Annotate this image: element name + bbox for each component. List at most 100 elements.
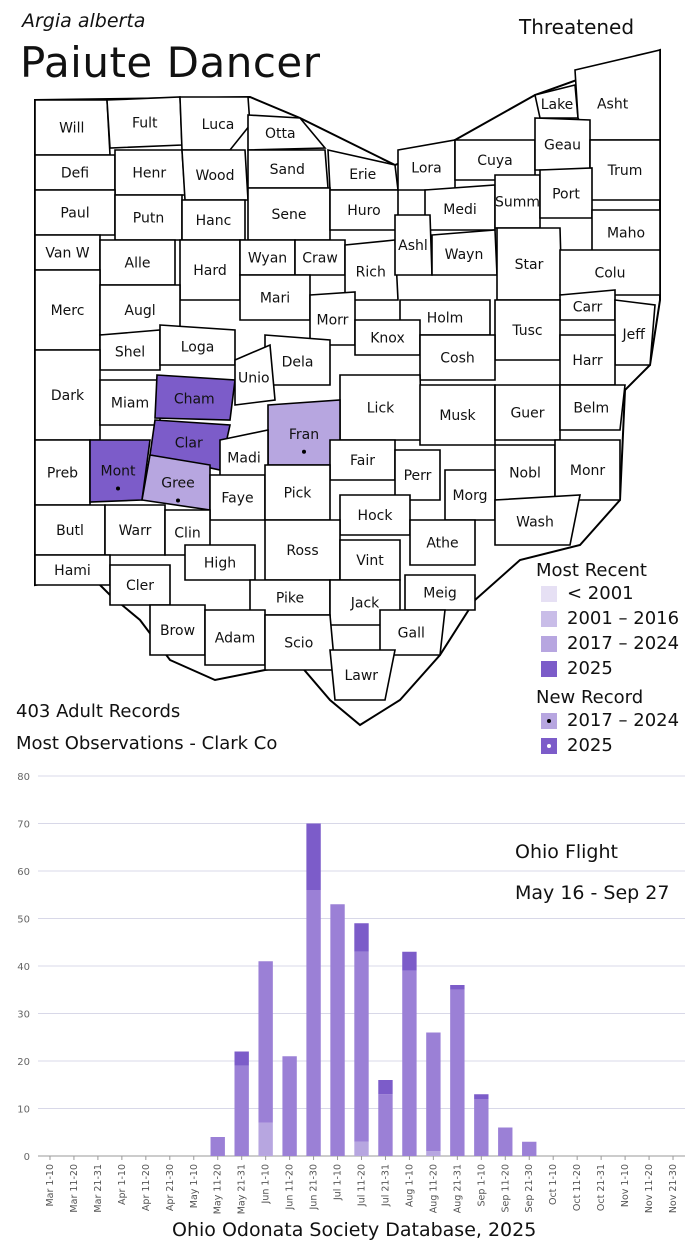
bar-segment <box>282 1056 297 1156</box>
legend-row: 2017 – 2024 <box>536 631 679 656</box>
y-tick-label: 30 <box>17 1010 30 1021</box>
county-label: Merc <box>51 303 85 319</box>
x-tick-label: Apr 1-10 <box>117 1164 128 1205</box>
county-label: Hami <box>54 563 91 579</box>
bar-segment <box>426 1032 441 1152</box>
x-tick-label: Jun 11-20 <box>285 1164 296 1210</box>
county-label: Butl <box>56 523 84 539</box>
x-tick-label: Jul 21-31 <box>380 1164 391 1207</box>
bar-segment <box>330 904 345 1156</box>
county-label: Morr <box>317 312 349 328</box>
ohio-county-map: Will Fult Luca Otta Lake Asht Defi Henr Wood Sand… <box>34 48 661 727</box>
county-label: Musk <box>439 408 476 424</box>
county-label: Lick <box>367 401 395 417</box>
county-label: Medi <box>443 202 476 218</box>
county-rich <box>344 239 399 301</box>
county-label: Loga <box>181 339 215 355</box>
county-label: Wash <box>516 514 554 530</box>
legend-swatch <box>541 635 557 652</box>
bar-segment <box>378 1094 393 1156</box>
y-tick-label: 10 <box>17 1105 30 1116</box>
legend-row: 2017 – 2024 <box>536 708 679 733</box>
county-label: Asht <box>597 97 629 113</box>
county-label: Guer <box>510 406 544 422</box>
bar-segment <box>426 1151 441 1156</box>
bar-segment <box>306 823 321 890</box>
county-lawr <box>329 649 396 701</box>
county-label: Port <box>552 187 580 203</box>
county-label: Hanc <box>196 213 232 229</box>
bar-segment <box>402 970 417 1156</box>
legend-swatch <box>541 610 557 627</box>
county-label: Craw <box>302 251 338 267</box>
county-label: Lora <box>411 161 441 177</box>
county-label: Geau <box>544 138 581 154</box>
chart-gridlines <box>38 775 685 1157</box>
x-tick-label: Jul 11-20 <box>357 1164 368 1207</box>
county-label: Augl <box>124 303 155 319</box>
y-tick-label: 50 <box>17 915 30 926</box>
new-record-dot-icon <box>176 498 180 503</box>
bar-segment <box>234 1051 249 1066</box>
county-label: Preb <box>47 466 78 482</box>
x-tick-label: Aug 1-10 <box>404 1164 415 1207</box>
county-label: Tusc <box>511 323 542 339</box>
county-label: Nobl <box>509 466 541 482</box>
county-label: Hard <box>193 263 227 279</box>
x-tick-label: Aug 11-20 <box>428 1164 439 1213</box>
map-legend: Most Recent < 2001 2001 – 2016 2017 – 20… <box>536 560 679 758</box>
county-label: Sand <box>270 162 305 178</box>
county-label: Athe <box>426 536 458 552</box>
county-label: Dela <box>282 354 314 370</box>
bar-segment <box>450 989 465 1156</box>
county-belm <box>559 384 626 431</box>
county-meig <box>404 574 476 611</box>
chart-x-ticks: Mar 1-10 Mar 11-20 Mar 21-31 Apr 1-10 Apr 11… <box>45 1156 679 1214</box>
county-monr <box>554 439 621 501</box>
county-label: Trum <box>607 163 643 179</box>
county-label: Adam <box>215 631 255 647</box>
new-record-dot-icon <box>302 449 306 454</box>
county-label: Huro <box>347 203 380 219</box>
legend-swatch <box>541 585 557 602</box>
y-tick-label: 20 <box>17 1057 30 1068</box>
legend-label: 2025 <box>567 735 613 756</box>
bar-segment <box>450 985 465 990</box>
x-tick-label: Jun 1-10 <box>261 1164 272 1204</box>
y-tick-label: 40 <box>17 962 30 973</box>
bar-segment <box>402 951 417 971</box>
county-label: Henr <box>132 166 166 182</box>
county-label: Wood <box>195 168 234 184</box>
bar-segment <box>474 1099 489 1156</box>
x-tick-label: Mar 21-31 <box>93 1164 104 1213</box>
county-label: Jeff <box>622 327 646 343</box>
county-shapes <box>34 48 661 727</box>
county-label: Luca <box>202 117 235 133</box>
x-tick-label: Jun 21-30 <box>309 1164 320 1210</box>
x-tick-label: Mar 11-20 <box>69 1164 80 1213</box>
county-label: Paul <box>60 206 89 222</box>
county-label: Cler <box>126 578 154 594</box>
county-label: Will <box>59 121 84 137</box>
legend-row: 2025 <box>536 733 679 758</box>
y-tick-label: 70 <box>17 820 30 831</box>
county-label: Vint <box>356 553 384 569</box>
county-label: Carr <box>573 299 603 315</box>
species-common-name: Paiute Dancer <box>20 38 321 87</box>
county-label: Alle <box>125 256 151 272</box>
x-tick-label: Nov 11-20 <box>644 1164 655 1213</box>
county-label: High <box>204 556 236 572</box>
county-label: Defi <box>61 166 89 182</box>
new-record-dot-icon <box>547 743 551 748</box>
county-unio <box>234 343 276 406</box>
county-label: Hock <box>358 508 394 524</box>
county-label: Wayn <box>445 247 484 263</box>
county-label: Warr <box>119 523 152 539</box>
county-gall <box>379 609 446 656</box>
county-label: Colu <box>594 266 625 282</box>
legend-row: 2001 – 2016 <box>536 606 679 631</box>
legend-title-new-record: New Record <box>536 687 644 708</box>
county-label: Rich <box>356 264 386 280</box>
county-label: Cham <box>174 391 215 407</box>
county-label: Miam <box>111 396 149 412</box>
